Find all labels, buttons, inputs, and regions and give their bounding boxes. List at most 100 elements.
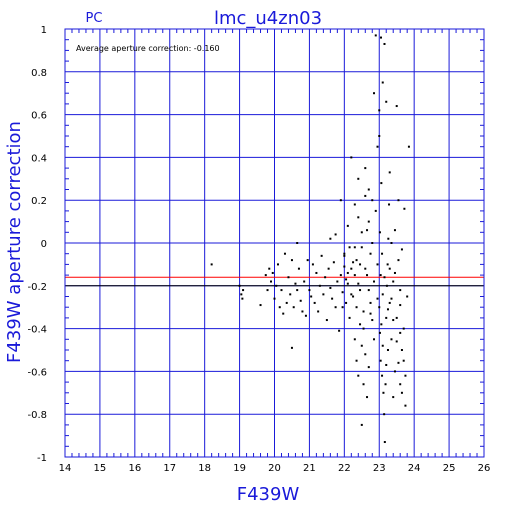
data-point (353, 338, 356, 341)
data-point (367, 188, 370, 191)
data-point (364, 194, 367, 197)
x-tick-label: 17 (163, 463, 176, 474)
data-point (381, 293, 384, 296)
data-point (395, 316, 398, 319)
data-point (350, 267, 353, 270)
data-point (367, 366, 370, 369)
y-tick-label: -0.8 (27, 410, 47, 421)
data-point (373, 92, 376, 95)
y-tick-label: 0.2 (31, 196, 47, 207)
data-point (338, 329, 341, 332)
data-point (296, 289, 299, 292)
data-point (355, 259, 358, 262)
data-point (318, 284, 321, 287)
data-point (399, 331, 402, 334)
data-point (359, 323, 362, 326)
data-point (290, 259, 293, 262)
data-point (348, 316, 351, 319)
data-point (383, 413, 386, 416)
data-point (371, 319, 374, 322)
data-point (400, 391, 403, 394)
data-point (292, 306, 295, 309)
data-point (346, 282, 349, 285)
data-point (310, 295, 313, 298)
data-point (374, 34, 377, 37)
data-point (406, 295, 409, 298)
y-tick-label: 1 (41, 25, 47, 36)
data-point (367, 220, 370, 223)
x-tick-label: 26 (478, 463, 491, 474)
data-point (404, 374, 407, 377)
data-point (297, 267, 300, 270)
data-point (362, 310, 365, 313)
reference-lines (65, 276, 484, 287)
data-point (373, 280, 376, 283)
data-point (287, 276, 290, 279)
data-point (266, 289, 269, 292)
data-point (386, 308, 389, 311)
x-tick-label: 14 (59, 463, 72, 474)
data-point (366, 229, 369, 232)
data-point (301, 310, 304, 313)
y-axis-label: F439W aperture correction (4, 121, 25, 363)
y-tick-label: -1 (37, 453, 47, 464)
data-point (285, 301, 288, 304)
data-point (280, 289, 283, 292)
data-point (278, 306, 281, 309)
data-point (393, 229, 396, 232)
data-point (315, 271, 318, 274)
data-point (350, 293, 353, 296)
data-point (379, 359, 382, 362)
x-tick-label: 18 (198, 463, 211, 474)
annotation: Average aperture correction: -0.160 (76, 44, 220, 53)
data-point (390, 297, 393, 300)
data-point (241, 297, 244, 300)
data-point (371, 242, 374, 244)
data-point (341, 291, 344, 294)
data-point (385, 100, 388, 103)
data-point (383, 441, 386, 444)
data-point (378, 306, 381, 309)
x-tick-label: 24 (408, 463, 421, 474)
data-point (381, 252, 384, 255)
data-point (346, 271, 349, 274)
grid (64, 28, 485, 458)
data-point (366, 396, 369, 399)
x-tick-label: 25 (443, 463, 456, 474)
x-tick-label: 19 (233, 463, 246, 474)
x-tick-label: 20 (268, 463, 281, 474)
data-point (385, 284, 388, 287)
data-point (380, 323, 383, 326)
data-point (390, 242, 393, 244)
data-point (388, 171, 391, 174)
data-point (276, 263, 279, 266)
data-point (343, 254, 346, 257)
data-point (313, 301, 316, 304)
data-point (357, 374, 360, 377)
data-point (388, 267, 391, 270)
plot-frame (64, 28, 485, 458)
data-point (393, 271, 396, 274)
data-point (364, 267, 367, 270)
data-point (388, 203, 391, 206)
y-tick-label: 0.4 (31, 153, 47, 164)
subtitle: PC (86, 11, 103, 26)
data-point (343, 265, 346, 268)
data-point (304, 314, 307, 317)
data-point (390, 338, 393, 341)
data-point (339, 199, 342, 202)
x-tick-label: 21 (303, 463, 316, 474)
data-point (268, 267, 271, 270)
data-point (369, 252, 372, 255)
data-point (324, 276, 327, 279)
data-point (294, 282, 297, 285)
data-point (327, 267, 330, 270)
data-point (383, 42, 386, 45)
data-point (259, 304, 262, 307)
data-point (387, 237, 390, 240)
y-tick-label: 0.8 (31, 68, 47, 79)
data-point (392, 319, 395, 322)
data-point (299, 299, 302, 302)
data-point (357, 282, 360, 285)
data-point (275, 284, 278, 287)
